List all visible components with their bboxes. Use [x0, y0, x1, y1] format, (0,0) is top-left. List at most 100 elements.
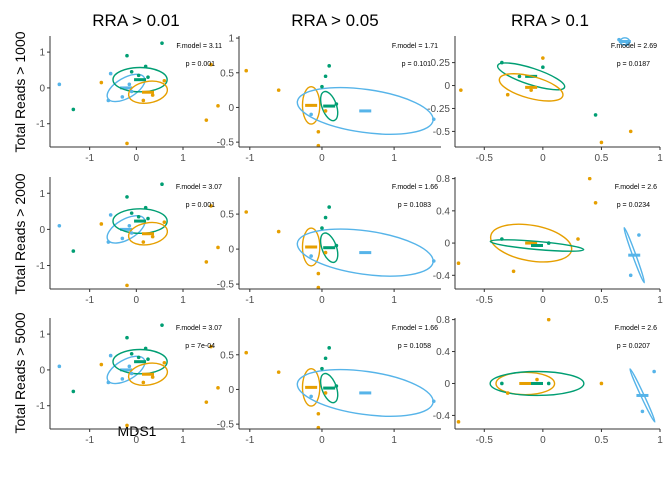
blue-point	[108, 71, 113, 76]
orange-point	[125, 283, 129, 288]
f-model-annotation: F.model = 1.66	[392, 184, 438, 191]
blue-point	[108, 213, 113, 217]
x-tick-label: 0.5	[594, 295, 608, 306]
green-point	[500, 381, 504, 386]
f-model-annotation: F.model = 1.66	[392, 325, 438, 332]
green-centroid-label	[134, 78, 147, 82]
x-tick-label: -1	[85, 153, 94, 164]
orange-point	[459, 88, 463, 92]
point-group	[244, 64, 436, 147]
green-point	[125, 195, 129, 199]
panel-1-2: -1 0 1 -0.5 0 0.5 1 F.model = 1.71 p = 0.101	[217, 34, 441, 164]
orange-point	[546, 318, 551, 322]
y-tick-label: 0	[39, 365, 45, 376]
green-point	[136, 355, 141, 360]
blue-point	[431, 259, 436, 263]
orange-point	[162, 220, 167, 224]
orange-point	[244, 68, 249, 73]
blue-point	[431, 399, 436, 404]
orange-point	[316, 411, 321, 416]
panel-2-1: -1 0 1 -1 0 1 F.model = 3.07 p = 0.001	[36, 177, 225, 306]
ellipse-group	[296, 85, 434, 135]
orange-point	[505, 391, 510, 395]
orange-centroid-label	[305, 245, 318, 249]
green-point	[320, 366, 324, 371]
green-point	[143, 205, 148, 210]
orange-point	[99, 362, 104, 367]
panel-1-3: -0.5 0 0.5 1 -0.5 -0.25 0 0.25 F.model = 2.69 p =…	[427, 36, 663, 164]
green-point	[129, 70, 134, 74]
orange-confidence-ellipse	[127, 221, 169, 246]
orange-point	[456, 261, 461, 266]
green-point	[605, 173, 609, 177]
green-point	[323, 215, 328, 220]
x-tick-label: 1	[391, 153, 397, 164]
y-tick-label: -1	[36, 261, 45, 272]
p-value-annotation: p = 0.001	[186, 61, 215, 68]
green-point	[541, 65, 545, 69]
orange-centroid-label	[305, 385, 318, 389]
orange-point	[276, 229, 281, 234]
x-tick-label: -0.5	[476, 153, 494, 164]
y-tick-label: 0	[444, 379, 450, 390]
green-confidence-ellipse	[112, 66, 168, 93]
orange-confidence-ellipse	[301, 227, 321, 267]
orange-centroid-label	[525, 241, 538, 245]
blue-confidence-ellipse	[106, 73, 146, 103]
orange-point	[150, 93, 155, 97]
green-point	[500, 237, 504, 241]
point-group	[57, 323, 220, 428]
x-tick-label: -0.5	[476, 295, 494, 306]
blue-point	[309, 394, 313, 399]
green-centroid-label	[531, 243, 543, 247]
panel-3-1: -1 0 1 -1 0 1 F.model = 3.07 p = 7e-04	[36, 318, 225, 446]
y-tick-label: 0	[39, 83, 45, 94]
orange-point	[204, 118, 209, 122]
column-title-1: RRA > 0.01	[92, 11, 179, 30]
point-group	[459, 37, 633, 145]
orange-point	[316, 271, 321, 276]
orange-confidence-ellipse	[498, 73, 564, 102]
x-tick-label: 1	[391, 295, 397, 306]
f-model-annotation: F.model = 3.11	[176, 43, 222, 50]
orange-point	[99, 222, 104, 226]
blue-point	[127, 364, 132, 369]
green-point	[160, 41, 164, 45]
x-tick-label: -1	[245, 153, 254, 164]
blue-point	[127, 223, 132, 228]
green-centroid-label	[134, 219, 147, 223]
blue-point	[127, 82, 132, 87]
blue-point	[106, 98, 111, 103]
blue-centroid-label	[359, 251, 372, 255]
blue-confidence-ellipse	[106, 215, 146, 244]
orange-point	[316, 129, 321, 134]
green-point	[136, 214, 141, 219]
orange-centroid-label	[142, 90, 154, 94]
green-point	[146, 216, 150, 221]
x-tick-label: 0.5	[594, 153, 608, 164]
green-point	[517, 74, 522, 79]
green-centroid-label	[134, 360, 147, 364]
point-group	[57, 41, 220, 146]
blue-point	[309, 112, 313, 117]
x-tick-label: 0	[134, 435, 140, 446]
green-point	[125, 53, 129, 58]
blue-point	[625, 42, 629, 47]
orange-point	[511, 269, 516, 274]
p-value-annotation: p = 7e-04	[185, 343, 215, 350]
y-tick-label: -0.5	[217, 420, 235, 431]
x-tick-label: -1	[245, 435, 254, 446]
green-point	[546, 381, 551, 386]
orange-confidence-ellipse	[489, 223, 573, 263]
y-tick-label: 1	[39, 48, 45, 59]
orange-point	[162, 360, 167, 365]
x-tick-label: -1	[245, 295, 254, 306]
blue-point	[120, 95, 125, 99]
green-point	[71, 249, 76, 253]
orange-centroid-label	[525, 85, 538, 89]
blue-point	[106, 380, 111, 385]
orange-point	[323, 250, 328, 255]
y-tick-label: 1	[39, 330, 45, 341]
blue-point	[431, 117, 436, 122]
blue-centroid-label	[636, 393, 649, 397]
